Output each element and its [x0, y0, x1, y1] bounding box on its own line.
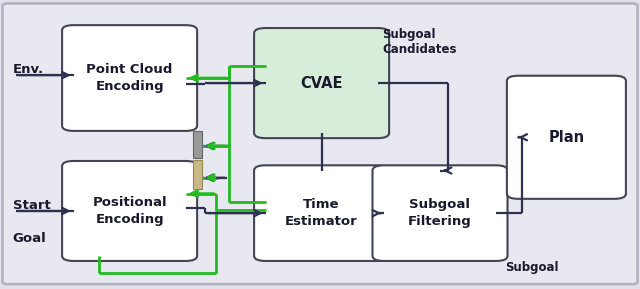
Text: Time
Estimator: Time Estimator	[285, 198, 358, 228]
Text: Goal: Goal	[13, 232, 47, 245]
Text: Positional
Encoding: Positional Encoding	[92, 196, 167, 226]
Text: Subgoal
Filtering: Subgoal Filtering	[408, 198, 472, 228]
FancyBboxPatch shape	[507, 76, 626, 199]
FancyBboxPatch shape	[254, 28, 389, 138]
FancyBboxPatch shape	[254, 165, 389, 261]
Text: Start: Start	[13, 199, 51, 212]
Text: Env.: Env.	[13, 63, 44, 76]
FancyBboxPatch shape	[62, 25, 197, 131]
Text: Plan: Plan	[548, 130, 584, 145]
Text: Subgoal: Subgoal	[506, 261, 559, 274]
Text: CVAE: CVAE	[300, 76, 343, 90]
FancyBboxPatch shape	[62, 161, 197, 261]
Bar	[193, 160, 202, 189]
FancyBboxPatch shape	[3, 3, 637, 284]
Text: Point Cloud
Encoding: Point Cloud Encoding	[86, 63, 173, 93]
Bar	[193, 131, 202, 158]
Text: Subgoal
Candidates: Subgoal Candidates	[382, 28, 456, 56]
FancyBboxPatch shape	[372, 165, 508, 261]
